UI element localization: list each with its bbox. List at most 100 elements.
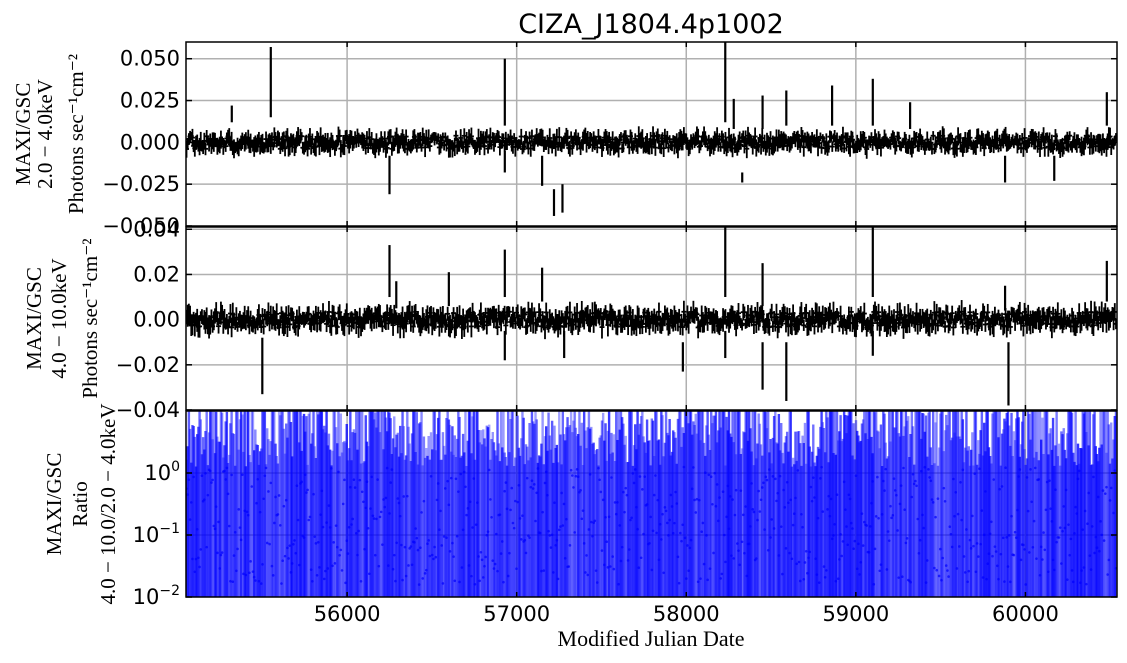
data-series [186, 42, 1117, 216]
y-axis-label-line: 4.0 − 10.0/2.0 − 4.0keV [96, 403, 120, 604]
x-tick-label: 58000 [653, 602, 720, 626]
ratio-point [740, 540, 744, 544]
ratio-point [206, 493, 210, 497]
ratio-point [274, 495, 277, 499]
ratio-point [743, 551, 746, 555]
ratio-point [426, 542, 429, 546]
ratio-point [493, 562, 497, 566]
ratio-point [314, 542, 318, 545]
ratio-point [281, 559, 284, 562]
ratio-point [420, 511, 423, 514]
ratio-point [198, 565, 201, 569]
ratio-point [954, 490, 958, 494]
ratio-point [1105, 485, 1108, 489]
ratio-point [703, 471, 707, 475]
ratio-point [584, 571, 587, 574]
ratio-point [261, 563, 264, 566]
ratio-point [473, 582, 477, 586]
y-tick-label: 0.000 [120, 130, 180, 154]
ratio-point [540, 569, 543, 573]
ratio-point [1035, 557, 1038, 560]
ratio-point [698, 498, 701, 502]
ratio-point [820, 465, 823, 469]
ratio-point [246, 513, 250, 517]
ratio-point [486, 530, 490, 533]
ratio-point [498, 513, 502, 516]
ratio-point [607, 515, 611, 519]
ratio-point [592, 521, 595, 525]
ratio-point [758, 510, 762, 513]
ratio-point [941, 556, 944, 560]
y-axis-label-line: MAXI/GSC [11, 83, 35, 186]
y-tick-label: 0.00 [133, 308, 180, 332]
ratio-point [971, 514, 974, 518]
ratio-point [407, 564, 410, 567]
ratio-point [693, 498, 696, 502]
ratio-point [1022, 543, 1025, 547]
ratio-point [904, 541, 908, 545]
panel-2: −0.04 −0.02 0.00 0.02 0.04 MAXI/GSC 4.0 − 10.0… [22, 217, 1118, 422]
ratio-point [1101, 489, 1105, 492]
ratio-point [872, 583, 876, 586]
y-axis-label-line: MAXI/GSC [42, 453, 66, 556]
ratio-point [235, 569, 238, 573]
ratio-point [401, 578, 404, 582]
ratio-point [1076, 477, 1080, 481]
ratio-point [709, 475, 713, 479]
ratio-point [249, 560, 252, 563]
ratio-point [839, 533, 842, 536]
ratio-point [787, 501, 790, 505]
ratio-point [338, 553, 341, 557]
ratio-point [769, 536, 772, 539]
ratio-point [877, 516, 880, 520]
ratio-point [451, 541, 454, 545]
data-series [186, 411, 1117, 597]
ratio-point [519, 538, 523, 541]
ratio-point [719, 577, 722, 580]
y-axis-label-line: Photons sec⁻¹cm⁻² [64, 54, 88, 214]
ratio-point [760, 486, 764, 489]
ratio-point [1098, 549, 1101, 553]
ratio-point [300, 480, 303, 484]
ratio-point [322, 577, 326, 581]
ratio-point [548, 534, 552, 537]
ratio-point [295, 484, 299, 488]
ratio-point [1102, 539, 1106, 542]
ratio-point [340, 569, 344, 572]
ratio-point [991, 554, 994, 558]
ratio-point [402, 495, 406, 498]
ratio-point [433, 545, 436, 549]
ratio-point [967, 569, 971, 573]
ratio-point [332, 541, 336, 544]
ratio-point [237, 508, 241, 511]
ratio-point [430, 553, 434, 557]
ratio-point [528, 536, 531, 539]
ratio-point [343, 478, 346, 482]
ratio-point [462, 470, 466, 474]
ratio-point [990, 520, 993, 524]
ratio-point [391, 567, 395, 571]
ratio-point [331, 564, 334, 568]
y-tick-label: 0.04 [133, 217, 180, 241]
ratio-point [263, 474, 267, 478]
ratio-point [428, 554, 432, 558]
ratio-point [219, 553, 223, 557]
y-axis-label-line: 4.0 − 10.0keV [47, 258, 71, 378]
ratio-point [214, 505, 218, 508]
ratio-point [271, 574, 275, 577]
ratio-point [282, 504, 286, 508]
data-series [186, 227, 1117, 406]
ratio-point [588, 473, 592, 476]
ratio-point [568, 544, 572, 547]
ratio-point [510, 486, 514, 490]
ratio-point [654, 474, 657, 477]
ratio-point [305, 491, 308, 494]
ratio-point [937, 574, 941, 578]
ratio-point [573, 531, 576, 534]
ratio-point [1073, 532, 1076, 535]
ratio-point [731, 498, 734, 501]
ratio-point [470, 574, 473, 578]
ratio-point [873, 547, 877, 551]
